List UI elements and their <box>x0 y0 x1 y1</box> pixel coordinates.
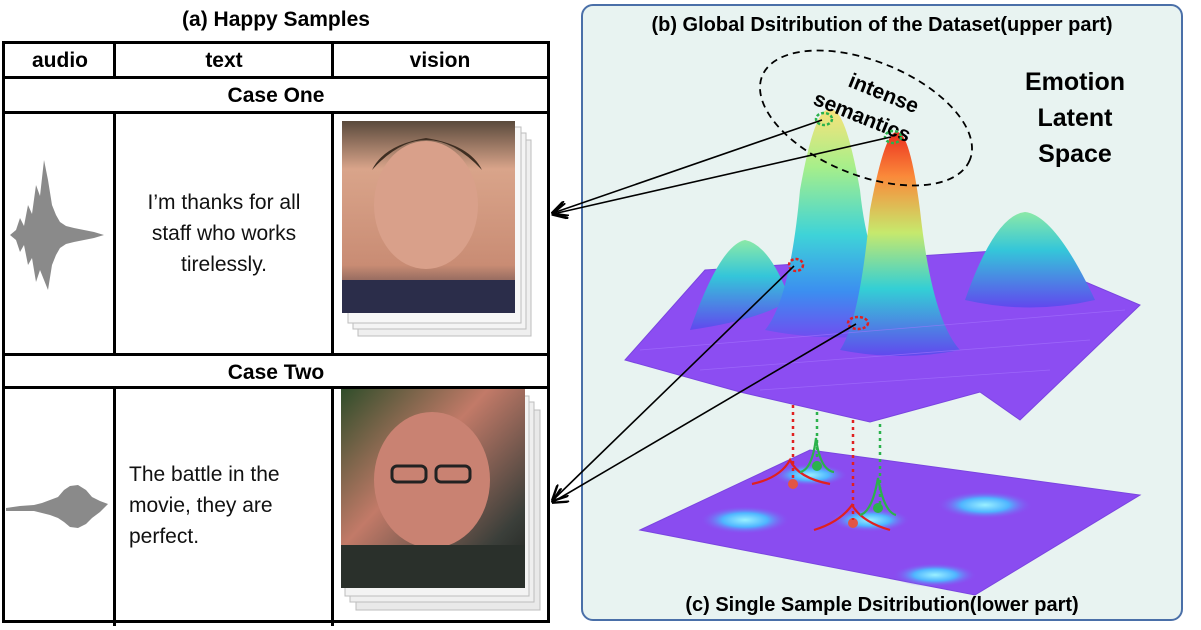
table-divider <box>5 353 547 356</box>
red-marker <box>787 257 805 273</box>
audio-waveform-icon <box>10 160 104 290</box>
panel-a-title: (a) Happy Samples <box>182 8 370 31</box>
connection-arrows <box>553 119 892 502</box>
case-two-text-line: movie, they are <box>129 493 273 517</box>
panel-b-title: (b) Global Dsitribution of the Dataset(u… <box>651 14 1113 36</box>
case-one-text-line: I’m thanks for all <box>147 190 301 214</box>
table-divider <box>113 44 116 79</box>
table-divider <box>113 386 116 626</box>
green-sample-point <box>812 461 822 471</box>
table-divider <box>331 111 334 356</box>
case-two-text-line: perfect. <box>129 524 200 548</box>
latent-label-line: Emotion <box>1025 68 1125 96</box>
green-peak-marker <box>814 111 834 127</box>
audio-waveform-icon <box>6 485 108 528</box>
table-divider <box>5 386 547 389</box>
green-peak-marker <box>883 129 903 145</box>
table-divider <box>331 386 334 626</box>
red-sample-point <box>848 518 858 528</box>
latent-label-line: Space <box>1038 140 1112 168</box>
case-one-text-line: staff who works <box>151 221 297 245</box>
red-marker <box>846 315 870 331</box>
emotion-latent-space-label: Emotion Latent Space <box>1000 64 1150 172</box>
column-header-audio: audio <box>32 48 88 72</box>
table-divider <box>113 111 116 356</box>
green-sample-point <box>873 503 883 513</box>
face-icon <box>374 412 490 548</box>
table-divider <box>5 76 547 79</box>
case-two-text-line: The battle in the <box>129 462 280 486</box>
case-one-text-line: tirelessly. <box>181 252 267 276</box>
case-one-header: Case One <box>227 83 325 107</box>
table-divider <box>5 111 547 114</box>
column-header-text: text <box>205 48 243 72</box>
case-one-text: I’m thanks for all staff who works tirel… <box>115 112 333 354</box>
red-sample-point <box>788 479 798 489</box>
vision-frames-case-two <box>341 389 541 611</box>
intense-semantics-region <box>759 49 973 187</box>
samples-table: audio text vision Case One Case Two I’m … <box>2 41 550 626</box>
column-header-vision: vision <box>409 48 471 72</box>
single-sample-surface <box>638 449 1142 596</box>
projection-lines <box>791 405 882 520</box>
panel-c-title: (c) Single Sample Dsitribution(lower par… <box>685 594 1079 616</box>
table-divider <box>331 44 334 79</box>
case-two-text: The battle in the movie, they are perfec… <box>129 389 329 621</box>
latent-label-line: Latent <box>1037 104 1113 132</box>
face-icon <box>374 141 478 269</box>
vision-frames-case-one <box>342 121 532 337</box>
global-distribution-surface <box>624 109 1141 423</box>
case-two-header: Case Two <box>227 360 325 384</box>
